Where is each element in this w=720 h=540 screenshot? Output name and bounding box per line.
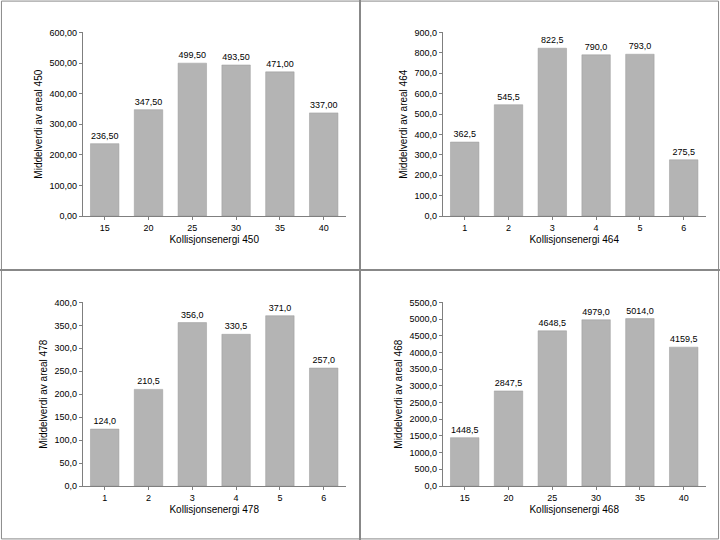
svg-text:200,0: 200,0 xyxy=(54,389,77,399)
svg-text:20: 20 xyxy=(503,493,513,503)
svg-text:40: 40 xyxy=(679,493,689,503)
svg-text:3500,0: 3500,0 xyxy=(409,364,437,374)
svg-text:4: 4 xyxy=(234,493,239,503)
svg-text:3: 3 xyxy=(190,493,195,503)
svg-text:275,5: 275,5 xyxy=(672,147,695,157)
svg-text:Kollisjonsenergi 464: Kollisjonsenergi 464 xyxy=(529,234,619,245)
svg-text:200,0: 200,0 xyxy=(414,170,437,180)
svg-text:1000,0: 1000,0 xyxy=(409,448,437,458)
svg-text:499,50: 499,50 xyxy=(179,50,207,60)
svg-text:0,0: 0,0 xyxy=(424,211,437,221)
svg-text:793,0: 793,0 xyxy=(629,41,652,51)
svg-text:4000,0: 4000,0 xyxy=(409,348,437,358)
svg-text:493,50: 493,50 xyxy=(222,52,250,62)
svg-text:100,0: 100,0 xyxy=(54,435,77,445)
svg-text:25: 25 xyxy=(547,493,557,503)
svg-text:Middelverdi av areal 468: Middelverdi av areal 468 xyxy=(393,339,404,448)
svg-text:545,5: 545,5 xyxy=(497,92,520,102)
svg-text:400,00: 400,00 xyxy=(49,89,77,99)
svg-text:Kollisjonsenergi 468: Kollisjonsenergi 468 xyxy=(529,504,619,515)
svg-text:0,0: 0,0 xyxy=(64,481,77,491)
svg-text:100,00: 100,00 xyxy=(49,181,77,191)
svg-text:15: 15 xyxy=(100,223,110,233)
svg-text:25: 25 xyxy=(187,223,197,233)
svg-text:600,0: 600,0 xyxy=(414,89,437,99)
svg-text:6: 6 xyxy=(321,493,326,503)
svg-text:250,0: 250,0 xyxy=(54,366,77,376)
svg-text:Middelverdi av areal 478: Middelverdi av areal 478 xyxy=(38,339,49,448)
svg-text:700,0: 700,0 xyxy=(414,68,437,78)
svg-text:300,00: 300,00 xyxy=(49,119,77,129)
svg-text:1: 1 xyxy=(102,493,107,503)
svg-text:900,0: 900,0 xyxy=(414,28,437,38)
svg-text:40: 40 xyxy=(319,223,329,233)
svg-text:4648,5: 4648,5 xyxy=(539,318,567,328)
svg-text:35: 35 xyxy=(275,223,285,233)
svg-text:236,50: 236,50 xyxy=(91,131,119,141)
svg-text:800,0: 800,0 xyxy=(414,48,437,58)
svg-text:1: 1 xyxy=(462,223,467,233)
svg-text:5500,0: 5500,0 xyxy=(409,298,437,308)
svg-text:210,5: 210,5 xyxy=(137,376,160,386)
svg-text:2500,0: 2500,0 xyxy=(409,398,437,408)
svg-text:2000,0: 2000,0 xyxy=(409,414,437,424)
svg-text:4: 4 xyxy=(594,223,599,233)
svg-text:Middelverdi av areal 450: Middelverdi av areal 450 xyxy=(33,69,44,178)
svg-text:0,0: 0,0 xyxy=(424,481,437,491)
svg-text:5: 5 xyxy=(277,493,282,503)
svg-text:5: 5 xyxy=(637,223,642,233)
svg-text:35: 35 xyxy=(635,493,645,503)
svg-text:371,0: 371,0 xyxy=(269,303,292,313)
svg-text:400,0: 400,0 xyxy=(54,298,77,308)
svg-text:3: 3 xyxy=(550,223,555,233)
svg-text:Kollisjonsenergi 450: Kollisjonsenergi 450 xyxy=(169,234,259,245)
svg-text:300,0: 300,0 xyxy=(54,343,77,353)
svg-text:2: 2 xyxy=(146,493,151,503)
svg-text:5014,0: 5014,0 xyxy=(626,306,654,316)
svg-text:330,5: 330,5 xyxy=(225,321,248,331)
svg-text:500,0: 500,0 xyxy=(414,109,437,119)
svg-text:20: 20 xyxy=(143,223,153,233)
svg-text:300,0: 300,0 xyxy=(414,150,437,160)
svg-text:347,50: 347,50 xyxy=(135,97,163,107)
svg-text:2847,5: 2847,5 xyxy=(495,378,523,388)
svg-text:5000,0: 5000,0 xyxy=(409,314,437,324)
svg-text:6: 6 xyxy=(681,223,686,233)
svg-text:471,00: 471,00 xyxy=(266,59,294,69)
svg-text:356,0: 356,0 xyxy=(181,310,204,320)
svg-text:790,0: 790,0 xyxy=(585,42,608,52)
svg-text:1500,0: 1500,0 xyxy=(409,431,437,441)
svg-text:257,0: 257,0 xyxy=(312,355,335,365)
svg-text:100,0: 100,0 xyxy=(414,191,437,201)
svg-text:500,0: 500,0 xyxy=(414,464,437,474)
svg-text:4500,0: 4500,0 xyxy=(409,331,437,341)
svg-text:822,5: 822,5 xyxy=(541,35,564,45)
svg-text:0,00: 0,00 xyxy=(59,211,77,221)
svg-text:4159,5: 4159,5 xyxy=(670,334,698,344)
svg-text:30: 30 xyxy=(231,223,241,233)
svg-text:15: 15 xyxy=(460,493,470,503)
svg-text:Kollisjonsenergi 478: Kollisjonsenergi 478 xyxy=(169,504,259,515)
svg-text:350,0: 350,0 xyxy=(54,321,77,331)
svg-text:362,5: 362,5 xyxy=(453,129,476,139)
svg-text:600,00: 600,00 xyxy=(49,28,77,38)
svg-text:200,00: 200,00 xyxy=(49,150,77,160)
svg-text:2: 2 xyxy=(506,223,511,233)
svg-text:50,0: 50,0 xyxy=(59,458,77,468)
svg-text:500,00: 500,00 xyxy=(49,58,77,68)
svg-text:Middelverdi av areal 464: Middelverdi av areal 464 xyxy=(398,69,409,178)
svg-text:30: 30 xyxy=(591,493,601,503)
svg-text:150,0: 150,0 xyxy=(54,412,77,422)
svg-text:3000,0: 3000,0 xyxy=(409,381,437,391)
svg-text:1448,5: 1448,5 xyxy=(451,425,479,435)
svg-text:124,0: 124,0 xyxy=(93,416,116,426)
svg-text:4979,0: 4979,0 xyxy=(582,307,610,317)
svg-text:337,00: 337,00 xyxy=(310,100,338,110)
svg-text:400,0: 400,0 xyxy=(414,130,437,140)
